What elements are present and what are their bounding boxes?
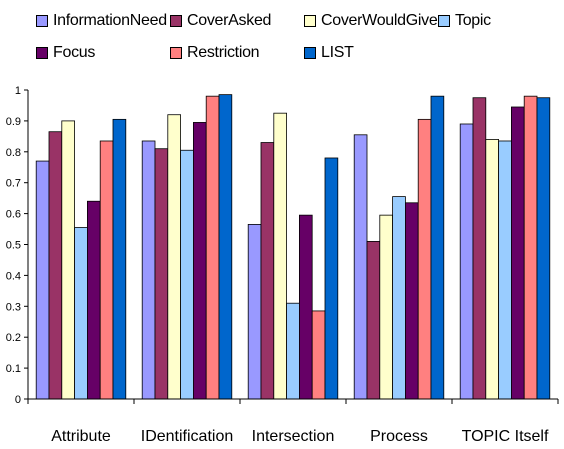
bar-coverasked [48, 131, 63, 400]
legend-label: InformationNeed [53, 12, 167, 29]
bar-restriction [311, 310, 326, 400]
bar-coverasked [154, 148, 169, 400]
bar-list [536, 97, 551, 400]
y-tick-label: 0.9 [6, 116, 21, 128]
legend-item-list: LIST [304, 42, 354, 64]
x-tick-label: Attribute [51, 428, 111, 445]
legend-label: CoverAsked [187, 12, 272, 29]
bar-topic [498, 140, 512, 400]
legend-swatch [304, 47, 316, 59]
bar-restriction [205, 95, 220, 400]
x-tick-label: Intersection [252, 428, 335, 445]
bar-informationneed [353, 134, 368, 400]
legend-swatch [36, 47, 48, 59]
y-tick-label: 0.6 [6, 209, 21, 221]
bar-informationneed [247, 224, 262, 400]
bar-topic [286, 302, 300, 400]
legend-label: Focus [53, 44, 96, 61]
legend-label: Restriction [187, 44, 260, 61]
bar-coverwouldgive [61, 120, 75, 400]
bar-informationneed [459, 123, 474, 400]
bar-topic [74, 227, 88, 400]
legend-swatch [170, 47, 182, 59]
legend-item-coverasked: CoverAsked [170, 10, 271, 32]
bar-list [112, 118, 127, 400]
bar-focus [298, 214, 313, 400]
bar-focus [87, 200, 101, 400]
legend-label: LIST [321, 44, 354, 61]
y-tick-label: 1 [15, 85, 21, 97]
bar-coverwouldgive [273, 112, 287, 400]
y-tick-label: 0.2 [6, 332, 21, 344]
y-tick-label: 0.8 [6, 147, 21, 159]
y-tick-label: 0.4 [6, 270, 21, 282]
bar-topic [180, 149, 194, 400]
bar-focus [404, 202, 419, 400]
bar-coverasked [260, 142, 275, 400]
bar-informationneed [141, 140, 156, 400]
legend-item-focus: Focus [36, 42, 95, 64]
x-tick-label: IDentification [141, 428, 234, 445]
x-tick-label: Process [370, 428, 428, 445]
bar-list [324, 157, 339, 400]
y-tick-label: 0.3 [6, 301, 21, 313]
bar-list [430, 95, 445, 400]
legend-swatch [438, 15, 450, 27]
bar-coverwouldgive [379, 214, 393, 400]
x-tick-label: TOPIC Itself [462, 428, 549, 445]
legend-item-coverwouldgive: CoverWouldGive [304, 10, 438, 32]
legend-swatch [36, 15, 48, 27]
bar-focus [510, 106, 525, 400]
bar-focus [192, 122, 207, 400]
legend-item-restriction: Restriction [170, 42, 260, 64]
legend-swatch [304, 15, 316, 27]
chart-legend: InformationNeed CoverAsked CoverWouldGiv… [28, 6, 564, 76]
bar-coverasked [366, 241, 381, 400]
bar-topic [392, 196, 406, 400]
y-tick-label: 0.1 [6, 363, 21, 375]
bar-list [218, 94, 233, 400]
bar-coverwouldgive [167, 114, 182, 400]
y-tick-label: 0.5 [6, 240, 21, 252]
legend-item-informationneed: InformationNeed [36, 10, 167, 32]
legend-item-topic: Topic [438, 10, 491, 32]
bar-restriction [523, 95, 538, 400]
legend-label: CoverWouldGive [321, 12, 438, 29]
legend-swatch [170, 15, 182, 27]
legend-label: Topic [455, 12, 491, 29]
bar-restriction [417, 118, 432, 400]
bar-coverasked [472, 97, 487, 400]
bar-restriction [99, 140, 114, 400]
bar-coverwouldgive [485, 139, 499, 400]
bar-informationneed [35, 160, 50, 400]
y-tick-label: 0 [15, 394, 21, 406]
y-tick-label: 0.7 [6, 178, 21, 190]
